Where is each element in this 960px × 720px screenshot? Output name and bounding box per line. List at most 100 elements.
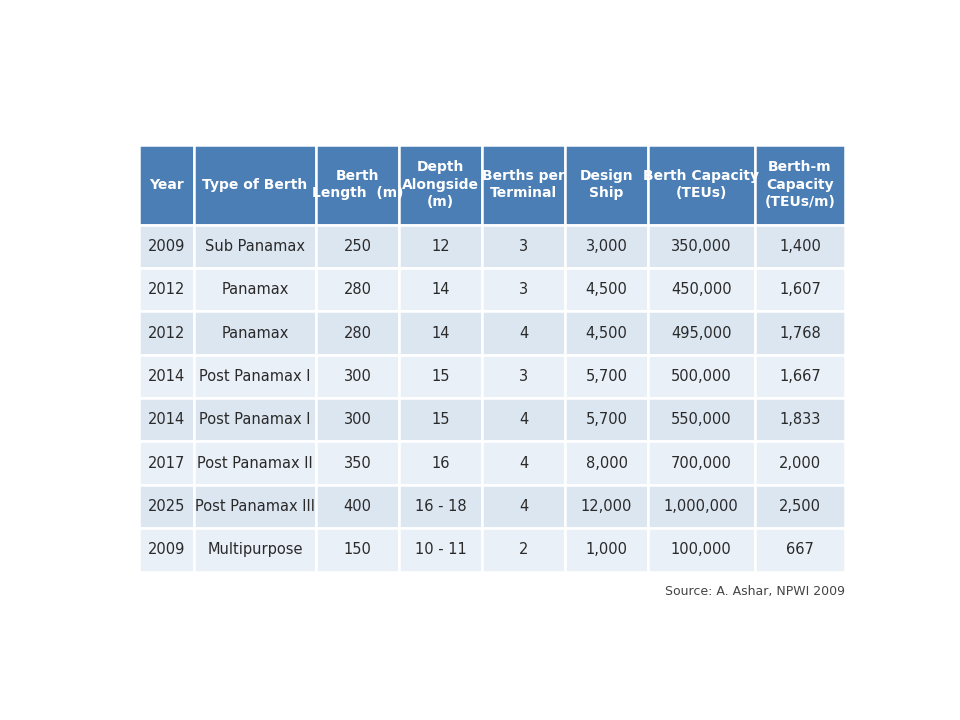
- Text: 150: 150: [344, 542, 372, 557]
- Text: Multipurpose: Multipurpose: [207, 542, 302, 557]
- Text: 2,000: 2,000: [779, 456, 821, 471]
- Bar: [399, 441, 482, 485]
- Text: 2,500: 2,500: [779, 499, 821, 514]
- Bar: [399, 528, 482, 572]
- Bar: [648, 312, 755, 355]
- Text: 4,500: 4,500: [586, 325, 628, 341]
- Bar: [755, 528, 846, 572]
- Text: 4: 4: [519, 456, 528, 471]
- Bar: [138, 528, 194, 572]
- Text: 15: 15: [431, 369, 450, 384]
- Bar: [316, 225, 399, 268]
- Text: 2009: 2009: [148, 542, 185, 557]
- Text: 4,500: 4,500: [586, 282, 628, 297]
- Text: 450,000: 450,000: [671, 282, 732, 297]
- Bar: [755, 355, 846, 398]
- Text: Sub Panamax: Sub Panamax: [205, 239, 305, 254]
- Bar: [565, 355, 648, 398]
- Bar: [138, 145, 194, 225]
- Bar: [138, 225, 194, 268]
- Text: 495,000: 495,000: [671, 325, 732, 341]
- Text: Panamax: Panamax: [222, 325, 289, 341]
- Text: 2012: 2012: [148, 325, 185, 341]
- Text: Year: Year: [149, 178, 183, 192]
- Bar: [565, 225, 648, 268]
- Bar: [648, 225, 755, 268]
- Bar: [565, 145, 648, 225]
- Text: 2025: 2025: [148, 499, 185, 514]
- Text: 5,700: 5,700: [586, 413, 628, 427]
- Bar: [138, 485, 194, 528]
- Bar: [316, 485, 399, 528]
- Bar: [482, 441, 565, 485]
- Text: 4: 4: [519, 499, 528, 514]
- Text: 2017: 2017: [148, 456, 185, 471]
- Text: 2014: 2014: [148, 369, 185, 384]
- Bar: [194, 528, 316, 572]
- Bar: [482, 485, 565, 528]
- Text: 300: 300: [344, 369, 372, 384]
- Bar: [482, 528, 565, 572]
- Text: 1,000,000: 1,000,000: [664, 499, 738, 514]
- Text: Post Panamax II: Post Panamax II: [197, 456, 313, 471]
- Text: 2009: 2009: [148, 239, 185, 254]
- Text: Depth
Alongside
(m): Depth Alongside (m): [402, 161, 479, 209]
- Bar: [316, 312, 399, 355]
- Bar: [399, 312, 482, 355]
- Bar: [755, 441, 846, 485]
- Bar: [648, 145, 755, 225]
- Text: 4: 4: [519, 413, 528, 427]
- Bar: [399, 485, 482, 528]
- Text: 16 - 18: 16 - 18: [415, 499, 467, 514]
- Bar: [194, 268, 316, 312]
- Text: 3: 3: [519, 282, 528, 297]
- Bar: [755, 312, 846, 355]
- Text: 14: 14: [431, 325, 450, 341]
- Text: 4: 4: [519, 325, 528, 341]
- Bar: [648, 441, 755, 485]
- Bar: [648, 528, 755, 572]
- Bar: [194, 312, 316, 355]
- Text: Post Panamax I: Post Panamax I: [200, 369, 311, 384]
- Bar: [565, 441, 648, 485]
- Text: Source: A. Ashar, NPWI 2009: Source: A. Ashar, NPWI 2009: [665, 585, 846, 598]
- Bar: [316, 355, 399, 398]
- Text: 2014: 2014: [148, 413, 185, 427]
- Bar: [194, 485, 316, 528]
- Text: 2012: 2012: [148, 282, 185, 297]
- Bar: [194, 225, 316, 268]
- Bar: [399, 268, 482, 312]
- Text: 12: 12: [431, 239, 450, 254]
- Text: Type of Berth: Type of Berth: [203, 178, 308, 192]
- Text: 400: 400: [344, 499, 372, 514]
- Text: 1,833: 1,833: [780, 413, 821, 427]
- Text: 1,400: 1,400: [780, 239, 821, 254]
- Text: 1,768: 1,768: [780, 325, 821, 341]
- Bar: [565, 398, 648, 441]
- Bar: [399, 355, 482, 398]
- Bar: [565, 268, 648, 312]
- Bar: [648, 268, 755, 312]
- Bar: [138, 355, 194, 398]
- Bar: [482, 145, 565, 225]
- Bar: [565, 528, 648, 572]
- Bar: [482, 355, 565, 398]
- Bar: [194, 441, 316, 485]
- Bar: [138, 398, 194, 441]
- Bar: [194, 355, 316, 398]
- Text: 1,607: 1,607: [780, 282, 821, 297]
- Text: 1,667: 1,667: [780, 369, 821, 384]
- Text: 3,000: 3,000: [586, 239, 628, 254]
- Bar: [755, 398, 846, 441]
- Bar: [755, 268, 846, 312]
- Text: 250: 250: [344, 239, 372, 254]
- Text: Design
Ship: Design Ship: [580, 169, 634, 200]
- Bar: [482, 225, 565, 268]
- Bar: [565, 485, 648, 528]
- Bar: [755, 145, 846, 225]
- Bar: [648, 355, 755, 398]
- Bar: [399, 398, 482, 441]
- Text: Berth-m
Capacity
(TEUs/m): Berth-m Capacity (TEUs/m): [764, 161, 835, 209]
- Text: 1,000: 1,000: [586, 542, 628, 557]
- Text: 14: 14: [431, 282, 450, 297]
